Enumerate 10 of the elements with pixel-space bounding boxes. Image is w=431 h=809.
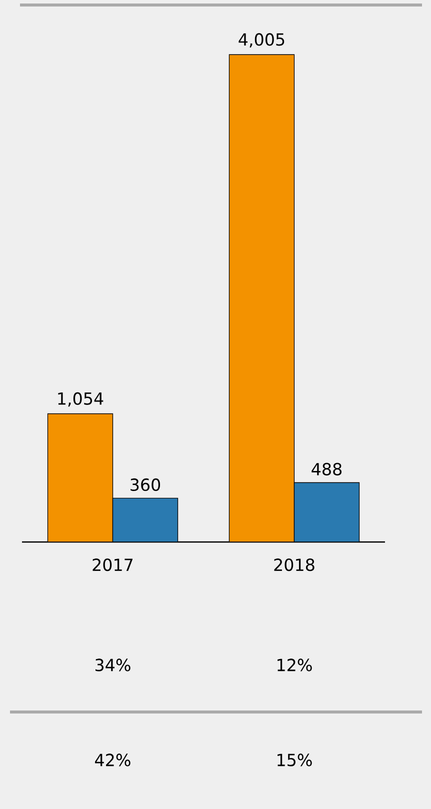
data-label: 360 (130, 478, 160, 492)
text: 34% (96, 658, 130, 672)
data-label: 1,054 (58, 392, 104, 407)
data-label: 488 (312, 462, 342, 476)
text: 12% (278, 658, 312, 672)
text: 15% (278, 754, 312, 766)
data-label: 4,005 (238, 33, 284, 48)
text: 42% (95, 754, 130, 766)
x-tick-label: 2017 (92, 558, 133, 572)
x-tick-label: 2018 (274, 558, 314, 572)
